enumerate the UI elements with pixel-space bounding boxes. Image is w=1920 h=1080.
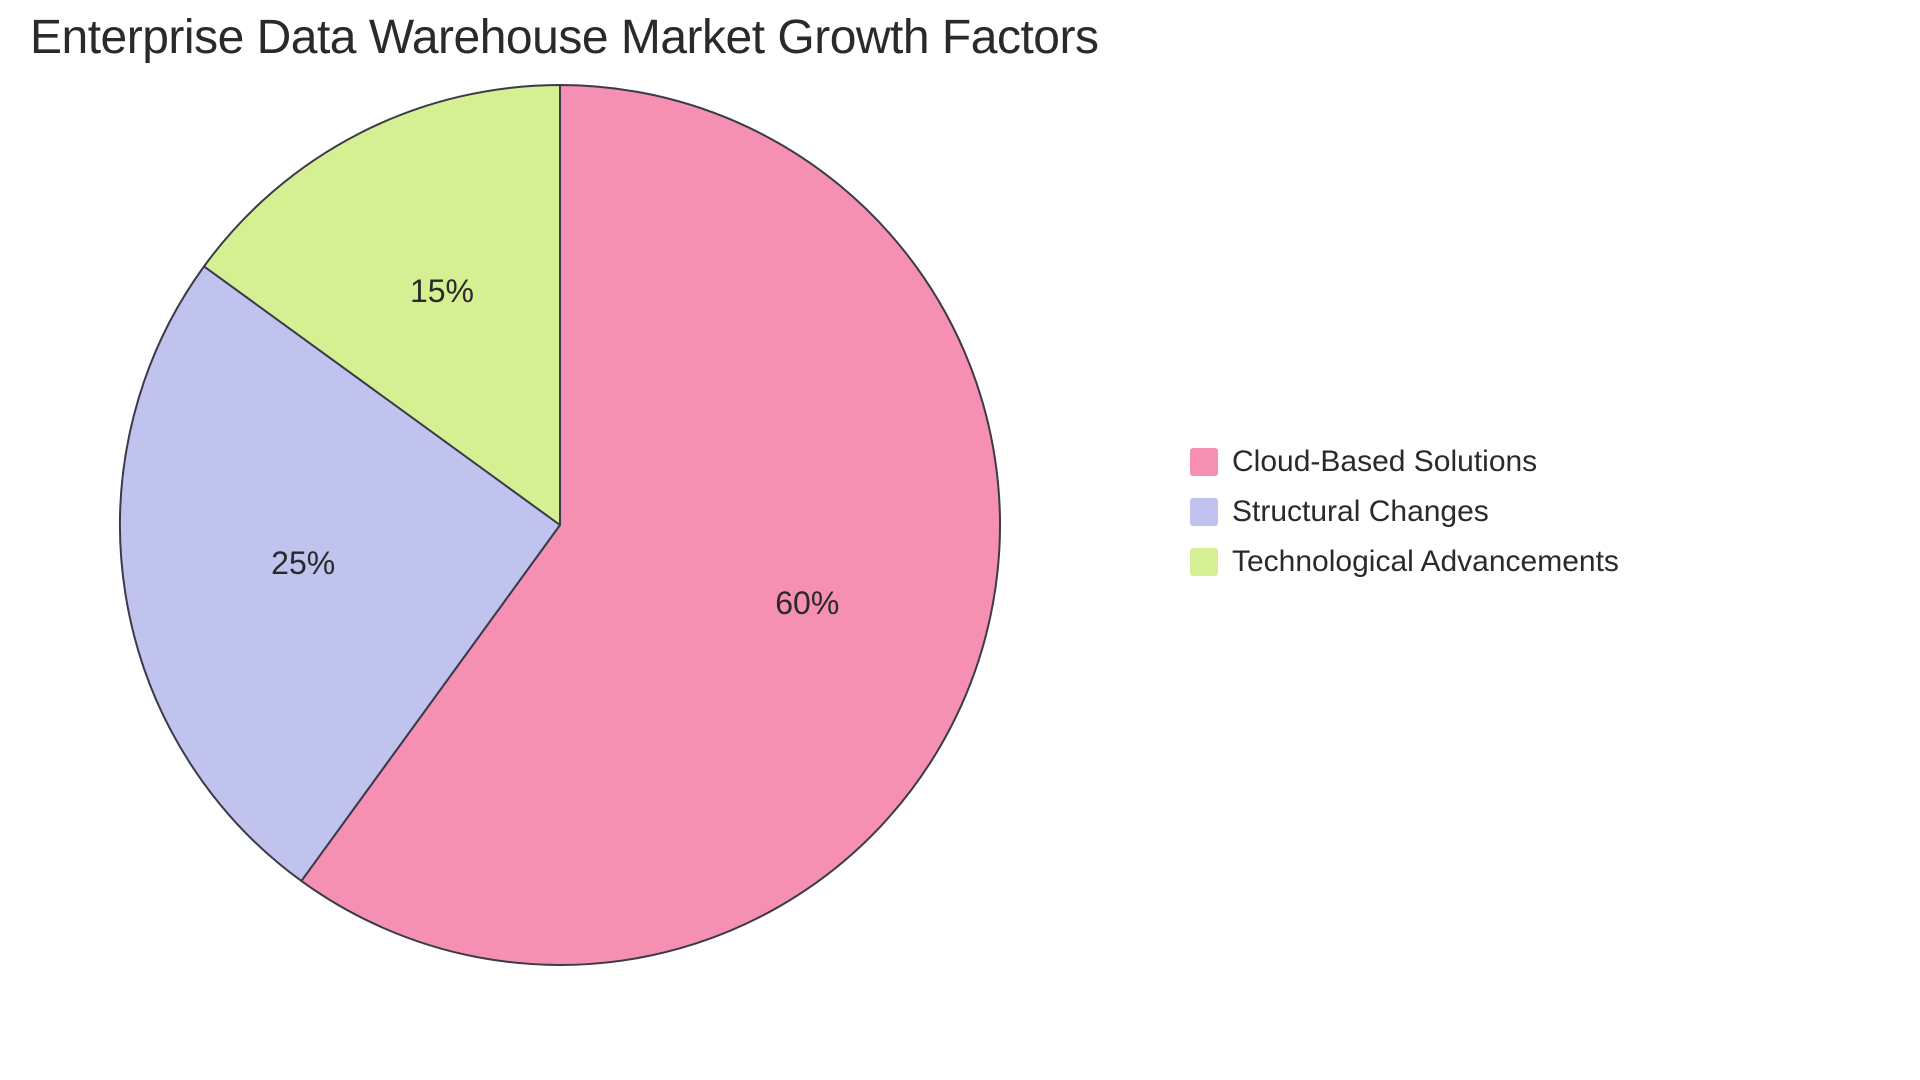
legend-label-0: Cloud-Based Solutions [1232,445,1537,479]
legend-item-0: Cloud-Based Solutions [1190,445,1619,479]
legend-item-1: Structural Changes [1190,495,1619,529]
slice-label-0: 60% [775,585,839,621]
legend: Cloud-Based Solutions Structural Changes T… [1190,445,1619,579]
chart-area: 60% 25% 15% Cloud-Based Solutions Structura… [30,65,1890,1055]
pie-chart: 60% 25% 15% [90,65,1090,1005]
chart-container: Enterprise Data Warehouse Market Growth … [0,0,1920,1080]
legend-swatch-1 [1190,498,1218,526]
legend-label-1: Structural Changes [1232,495,1489,529]
chart-title: Enterprise Data Warehouse Market Growth … [30,10,1890,65]
slice-label-1: 25% [271,545,335,581]
legend-swatch-0 [1190,448,1218,476]
legend-swatch-2 [1190,548,1218,576]
legend-label-2: Technological Advancements [1232,545,1619,579]
slice-label-2: 15% [410,273,474,309]
legend-item-2: Technological Advancements [1190,545,1619,579]
